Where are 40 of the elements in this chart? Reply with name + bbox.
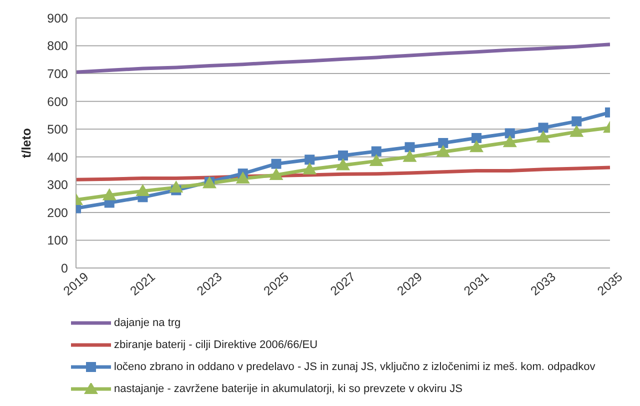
y-tick-label: 700 [47, 66, 68, 81]
point [304, 154, 315, 165]
legend-label: nastajanje - zavržene baterije in akumulatorji, ki so prevzete v okviru JS [114, 383, 462, 395]
point [236, 172, 250, 184]
point [572, 116, 582, 126]
point [102, 188, 116, 200]
point [302, 162, 317, 174]
point [371, 146, 382, 156]
y-tick-label: 0 [61, 261, 68, 276]
point [136, 184, 150, 196]
y-tick-label: 400 [47, 150, 68, 164]
legend-label: dajanje na trg [114, 317, 181, 329]
point [436, 144, 450, 157]
point [472, 133, 482, 143]
point [502, 135, 517, 148]
point [402, 150, 417, 162]
point [438, 138, 448, 148]
y-tick-label: 900 [47, 11, 68, 26]
y-tick-label: 300 [47, 178, 68, 192]
y-tick-label: 800 [47, 39, 68, 54]
point [269, 168, 284, 180]
point [504, 128, 515, 138]
y-tick-label: 500 [47, 122, 68, 137]
point [271, 158, 282, 169]
point [404, 142, 415, 152]
point [336, 158, 350, 170]
point [536, 130, 550, 142]
y-tick-label: 600 [47, 94, 68, 109]
point [470, 140, 484, 152]
point [338, 150, 348, 160]
point [369, 154, 384, 166]
line-series [76, 42, 610, 74]
y-tick-label: 100 [47, 234, 68, 248]
point [570, 124, 584, 137]
point [169, 180, 184, 192]
legend-label: ločeno zbrano in oddano v predelavo - JS in zunaj JS, vključno z izločenimi iz meš. kom. odpadkov [114, 361, 596, 373]
y-axis-title: t/leto [19, 128, 34, 158]
y-tick-label: 200 [47, 206, 68, 220]
legend-label: zbiranje baterij - cilji Direktive 2006/66/EU [114, 339, 318, 351]
point [538, 122, 548, 133]
